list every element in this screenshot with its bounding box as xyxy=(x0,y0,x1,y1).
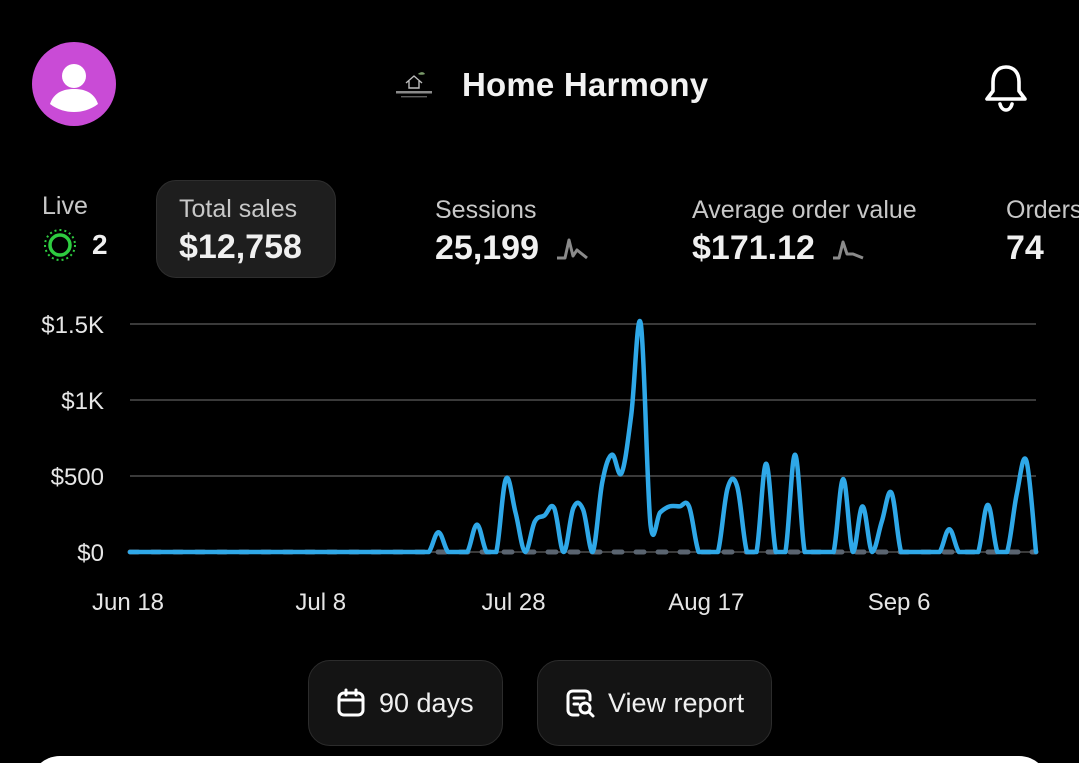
x-tick-label: Jun 18 xyxy=(92,589,164,616)
view-report-button[interactable]: View report xyxy=(537,660,772,746)
y-tick-label: $1K xyxy=(61,388,104,415)
chart-actions: 90 days View report xyxy=(0,660,1079,748)
sales-chart[interactable]: $1.5K $1K $500 $0 Jun 18 Jul 8 Jul 28 Aug 17 Sep… xyxy=(0,300,1079,630)
sparkline-icon xyxy=(557,238,588,259)
store-name: Home Harmony xyxy=(462,66,709,103)
date-range-button[interactable]: 90 days xyxy=(308,660,503,746)
sparkline-icon xyxy=(832,240,864,259)
metric-aov-value: $171.12 xyxy=(692,229,815,267)
calendar-icon xyxy=(337,688,365,717)
metric-sessions-value: 25,199 xyxy=(435,229,539,267)
y-tick-label: $1.5K xyxy=(41,312,104,339)
store-brand[interactable]: Home Harmony xyxy=(390,62,708,108)
date-range-label: 90 days xyxy=(379,687,474,718)
metric-average-order-value[interactable]: Average order value $171.12 xyxy=(692,196,917,280)
home-logo-icon xyxy=(396,72,432,98)
metric-orders-value: 74 xyxy=(1006,229,1044,267)
metric-total-sales-label: Total sales xyxy=(179,195,298,223)
total-sales-series-line xyxy=(127,318,1039,555)
x-tick-label: Sep 6 xyxy=(868,589,931,616)
header: Home Harmony xyxy=(0,0,1079,170)
metric-sessions-label: Sessions xyxy=(435,196,537,224)
metric-orders-label: Orders xyxy=(1006,196,1079,224)
metric-live-label: Live xyxy=(42,192,88,220)
metric-live[interactable]: Live 2 xyxy=(42,192,108,280)
live-pulse-icon xyxy=(44,229,76,261)
metric-sessions[interactable]: Sessions 25,199 xyxy=(435,196,589,280)
metrics-carousel[interactable]: Live 2 Total sales $12,758 Sessions 25,1… xyxy=(0,178,1079,280)
bell-icon[interactable] xyxy=(978,58,1034,114)
x-tick-label: Jul 8 xyxy=(295,589,346,616)
sales-line-chart[interactable]: $1.5K $1K $500 $0 Jun 18 Jul 8 Jul 28 Aug 17 Sep… xyxy=(0,300,1079,630)
metric-total-sales-value: $12,758 xyxy=(179,228,302,266)
x-tick-label: Jul 28 xyxy=(482,589,546,616)
bottom-sheet-edge[interactable] xyxy=(30,756,1049,763)
view-report-label: View report xyxy=(608,687,745,718)
y-tick-label: $500 xyxy=(51,464,104,491)
metric-aov-label: Average order value xyxy=(692,196,917,224)
metric-total-sales[interactable]: Total sales $12,758 xyxy=(156,180,336,278)
metric-orders[interactable]: Orders 74 xyxy=(1006,196,1079,280)
x-tick-label: Aug 17 xyxy=(668,589,744,616)
y-tick-label: $0 xyxy=(77,540,104,567)
metric-live-value: 2 xyxy=(92,229,108,260)
report-search-icon xyxy=(566,689,595,718)
user-avatar-icon[interactable] xyxy=(32,42,116,126)
